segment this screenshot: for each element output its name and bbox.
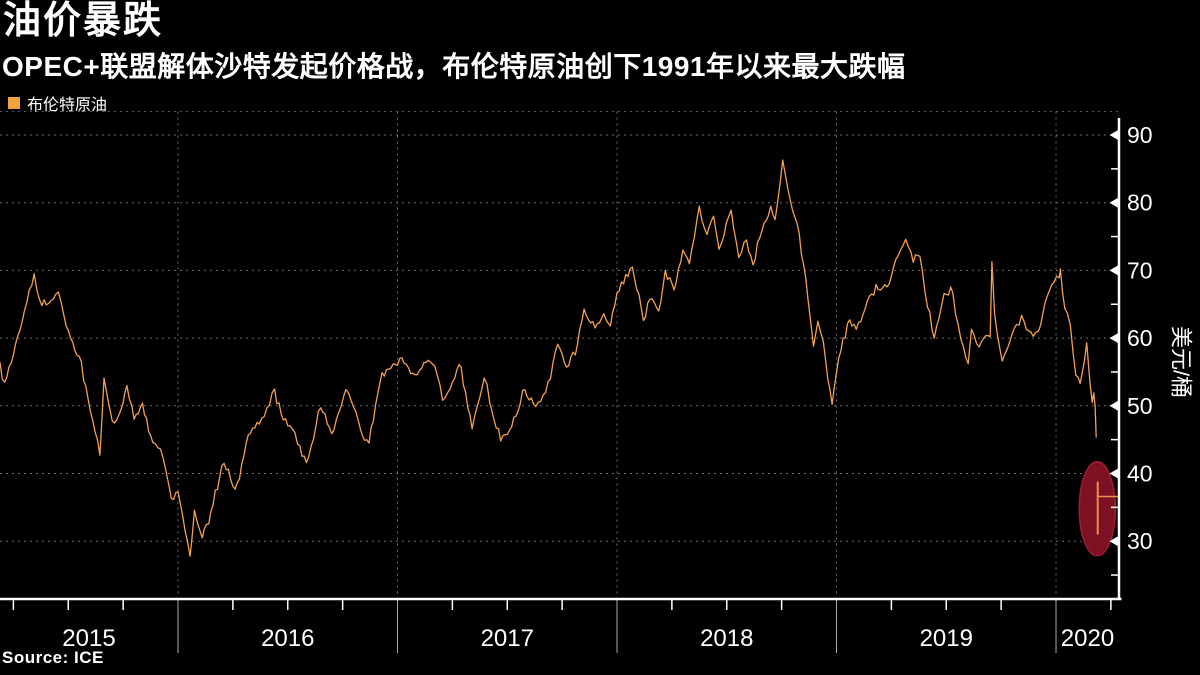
y-axis-labels: 30 40 50 60 70 80 90 bbox=[1127, 122, 1153, 554]
x-axis-ticks bbox=[12, 599, 1112, 610]
page-title: 油价暴跌 bbox=[3, 0, 164, 42]
svg-text:2018: 2018 bbox=[700, 625, 753, 652]
svg-text:2017: 2017 bbox=[481, 625, 534, 652]
y-axis-unit-label: 美元/桶 bbox=[1169, 326, 1194, 398]
source-attribution: Source: ICE bbox=[2, 648, 104, 667]
y-gridlines bbox=[0, 134, 1119, 542]
svg-text:90: 90 bbox=[1127, 122, 1153, 148]
legend: 布伦特原油 bbox=[8, 91, 107, 115]
price-line bbox=[0, 159, 1097, 557]
crash-day-marker bbox=[1096, 481, 1119, 535]
x-axis-labels: 2015 2016 2017 2018 2019 2020 bbox=[62, 625, 1114, 652]
legend-swatch-icon bbox=[8, 97, 20, 109]
svg-text:2019: 2019 bbox=[920, 625, 973, 652]
x-gridlines bbox=[177, 111, 1057, 653]
svg-text:2020: 2020 bbox=[1061, 625, 1114, 652]
svg-text:80: 80 bbox=[1127, 190, 1153, 216]
svg-text:2016: 2016 bbox=[261, 625, 314, 652]
y-axis-ticks bbox=[1109, 129, 1119, 576]
svg-text:40: 40 bbox=[1127, 461, 1153, 487]
page-subtitle: OPEC+联盟解体沙特发起价格战，布伦特原油创下1991年以来最大跌幅 bbox=[2, 51, 906, 82]
svg-text:2015: 2015 bbox=[62, 625, 115, 652]
legend-label: 布伦特原油 bbox=[27, 97, 108, 114]
svg-text:50: 50 bbox=[1127, 393, 1153, 419]
svg-text:30: 30 bbox=[1127, 528, 1153, 554]
svg-text:60: 60 bbox=[1127, 325, 1153, 351]
svg-text:70: 70 bbox=[1127, 257, 1153, 283]
